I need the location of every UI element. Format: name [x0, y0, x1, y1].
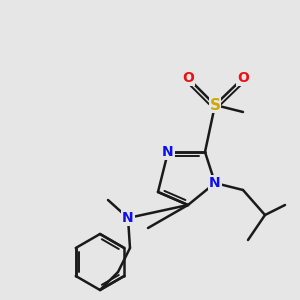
Text: O: O — [237, 71, 249, 85]
Text: S: S — [209, 98, 220, 112]
Text: N: N — [122, 211, 134, 225]
Text: N: N — [209, 176, 221, 190]
Text: O: O — [182, 71, 194, 85]
Text: N: N — [162, 145, 174, 159]
